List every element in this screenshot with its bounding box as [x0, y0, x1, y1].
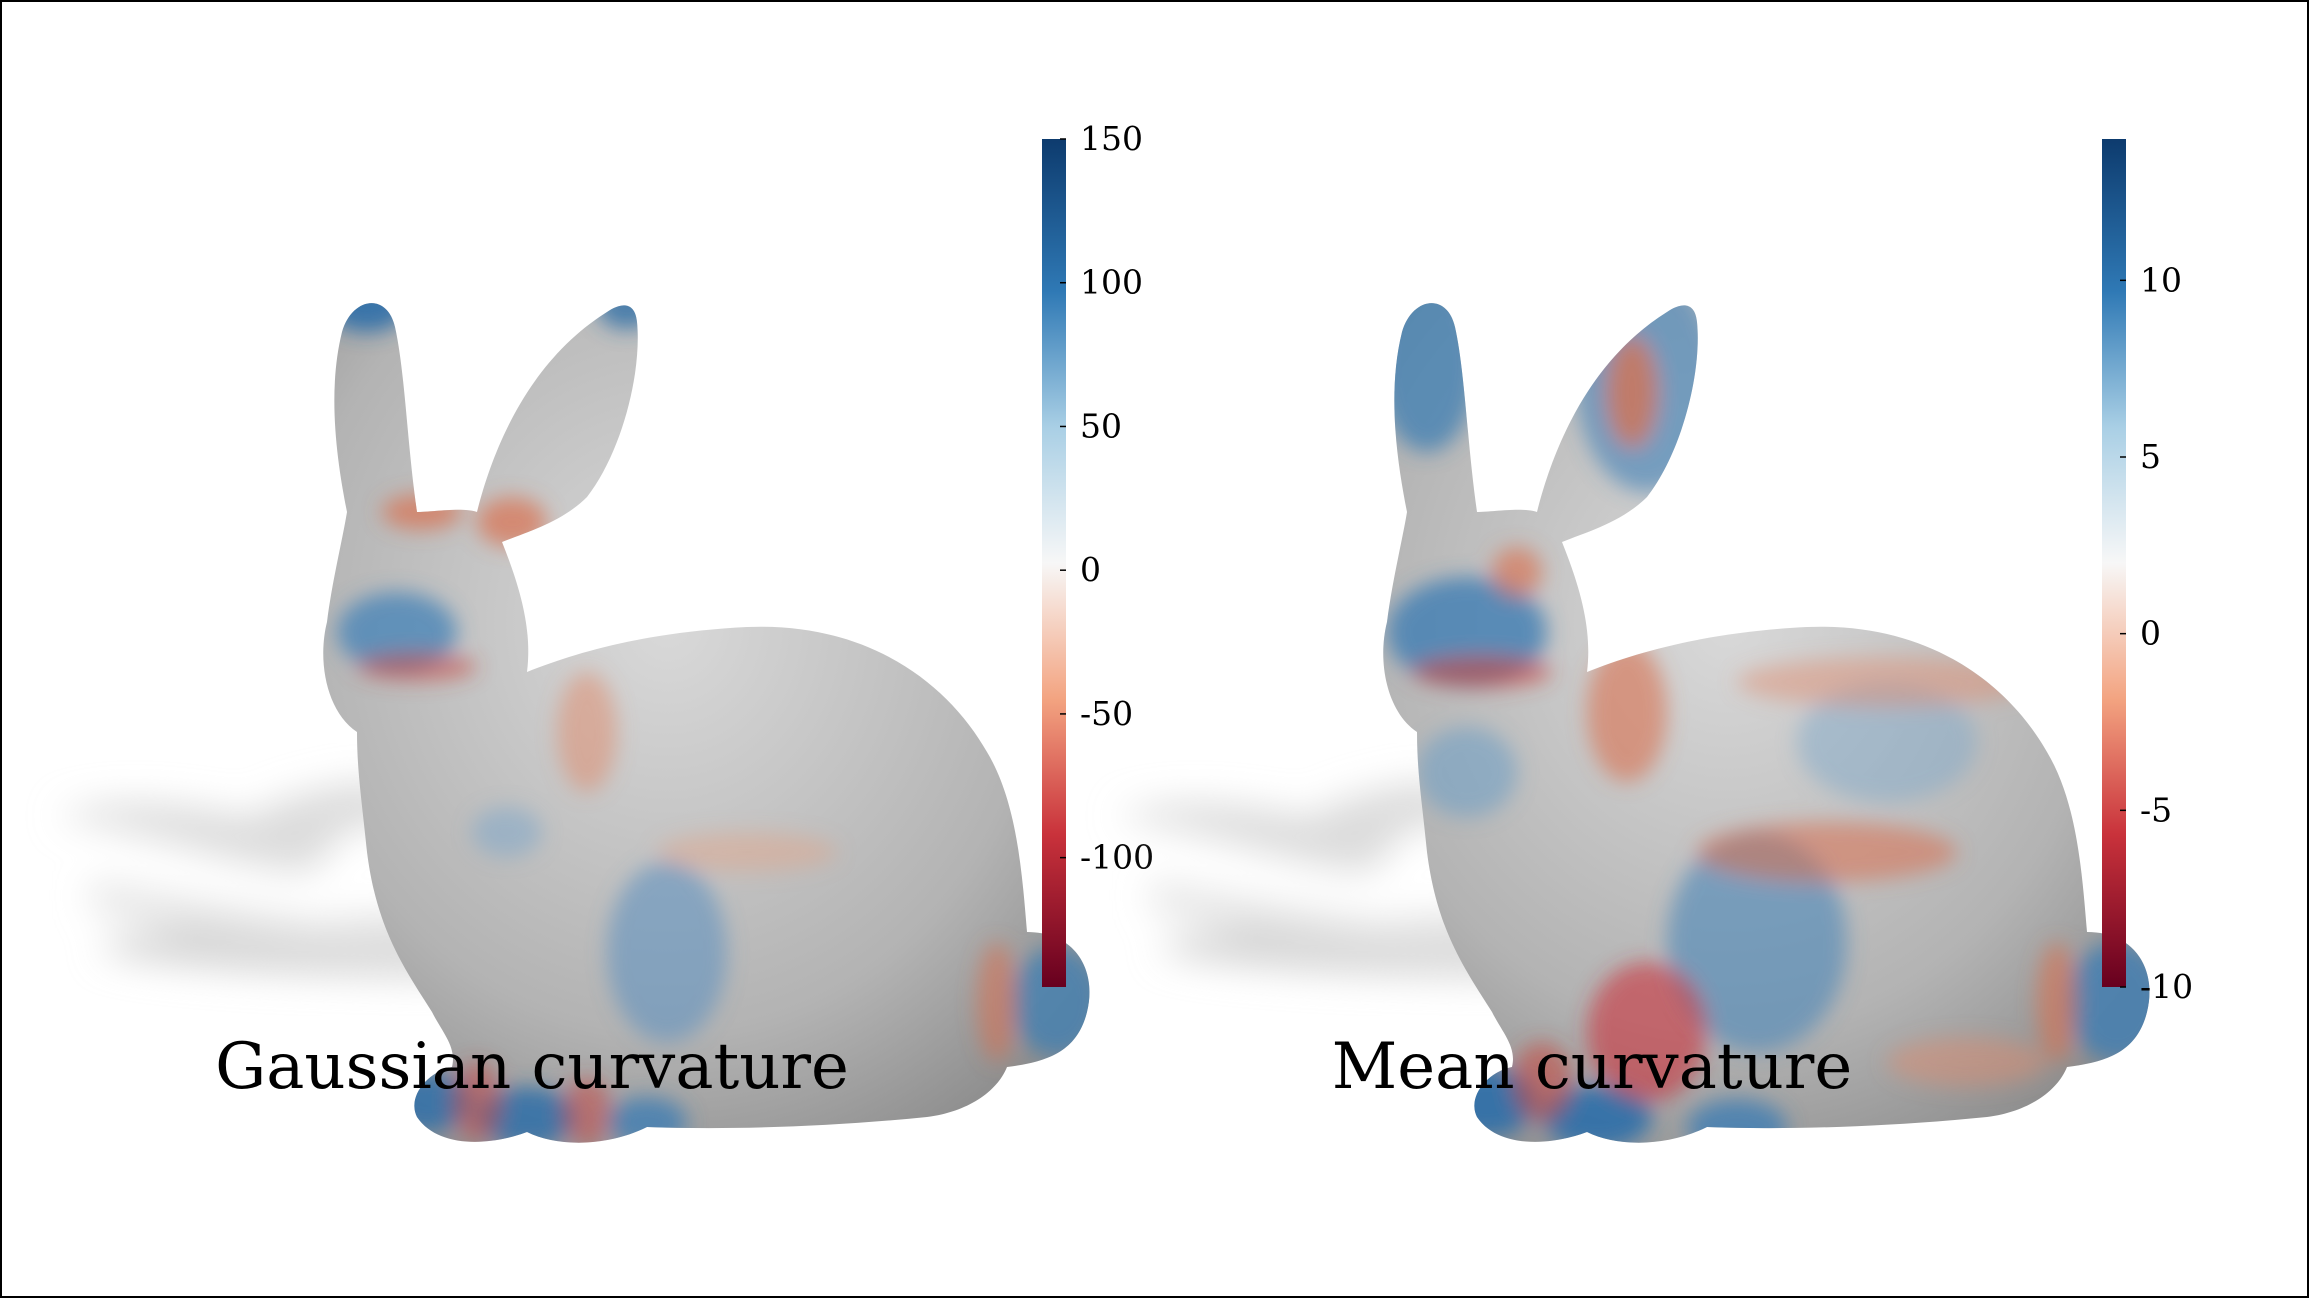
- colorbar-tick-label: -50: [1080, 694, 1133, 733]
- colorbar-gradient: [1042, 139, 1066, 987]
- mean-caption: Mean curvature: [1331, 1030, 1853, 1104]
- colorbar-tick-label: -10: [2140, 967, 2193, 1006]
- gaussian-panel: 150 100 50 0 -50 -100: [57, 119, 1154, 1143]
- colorbar-tick-label: 0: [2140, 614, 2161, 653]
- colorbar-tick-label: 5: [2140, 437, 2161, 476]
- colorbar-tick-label: 50: [1080, 406, 1122, 445]
- colorbar-tick-label: -100: [1080, 838, 1154, 877]
- mean-colorbar: 10 5 0 -5 -10: [2102, 139, 2193, 1006]
- mean-bunny: [1383, 303, 2150, 1143]
- colorbar-gradient: [2102, 139, 2126, 987]
- mean-panel: 10 5 0 -5 -10: [1117, 139, 2193, 1143]
- colorbar-tick-label: 150: [1080, 119, 1143, 158]
- colorbar-tick-label: 10: [2140, 260, 2182, 299]
- colorbar-tick-label: 100: [1080, 263, 1143, 302]
- gaussian-bunny: [323, 303, 1090, 1143]
- colorbar-tick-label: -5: [2140, 790, 2172, 829]
- colorbar-tick-label: 0: [1080, 550, 1101, 589]
- gaussian-colorbar: 150 100 50 0 -50 -100: [1042, 119, 1154, 987]
- gaussian-caption: Gaussian curvature: [215, 1030, 849, 1104]
